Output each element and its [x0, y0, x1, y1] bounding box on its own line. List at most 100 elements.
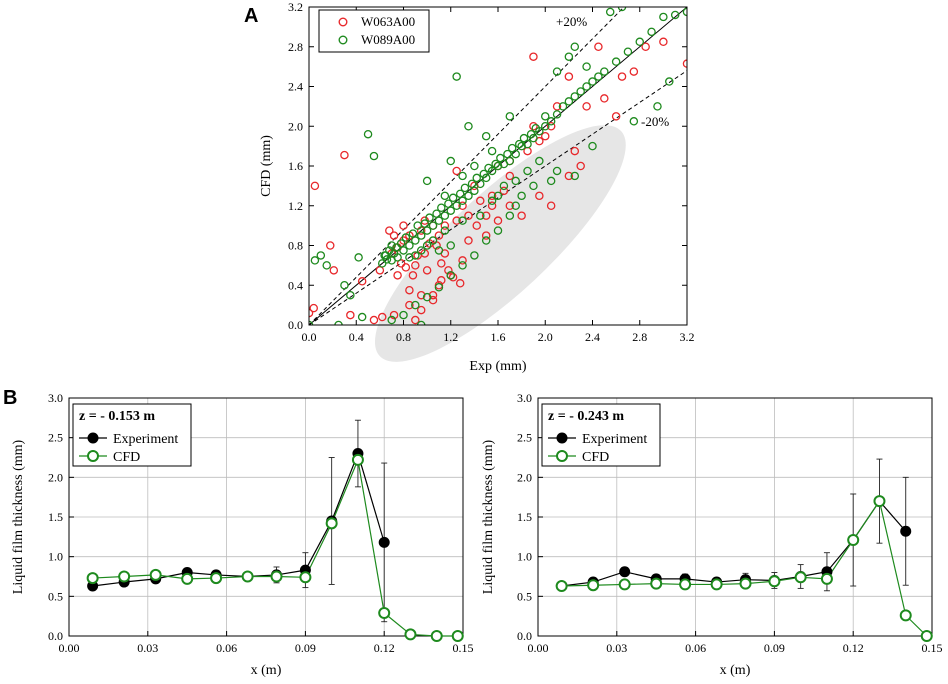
cfd-point: [118, 570, 131, 583]
scatter-point-w089a00-61: [570, 42, 580, 52]
y-tick-label-a: 2.0: [288, 119, 303, 133]
x-tick-label-a: 2.0: [538, 330, 553, 344]
y-tick-label-a: 1.2: [288, 199, 303, 213]
cfd-point: [325, 517, 338, 530]
scatter-point-w063a00-74: [389, 231, 399, 240]
cfd-point: [86, 572, 99, 585]
scatter-point-w089a00-107: [432, 209, 441, 218]
scatter-point-w089a00-48: [582, 82, 591, 91]
scatter-point-w089a00-81: [458, 261, 467, 270]
y-tick-label-a: 3.2: [288, 0, 303, 14]
cfd-point: [820, 572, 833, 585]
x-tick-label: 0.00: [528, 641, 549, 655]
x-tick-label: 0.06: [685, 641, 706, 655]
scatter-point-w089a00-79: [481, 236, 491, 245]
scatter-point-w089a00-52: [611, 57, 621, 66]
scatter-point-w063a00-41: [487, 191, 497, 201]
scatter-point-w063a00-59: [444, 266, 453, 275]
legend-marker-experiment: [556, 432, 568, 444]
scatter-point-w063a00-58: [437, 259, 446, 268]
scatter-point-w089a00-51: [600, 67, 609, 76]
scatter-point-w089a00-115: [479, 169, 489, 179]
scatter-point-w089a00-124: [531, 123, 541, 133]
shaded-deviation-region: [374, 125, 626, 362]
scatter-point-w063a00-61: [455, 279, 465, 288]
cfd-point: [555, 580, 568, 593]
scatter-point-w063a00-78: [375, 266, 385, 275]
reference-lines: [309, 7, 687, 325]
scatter-point-w089a00-37: [517, 141, 526, 151]
scatter-point-w089a00-101: [392, 243, 401, 252]
scatter-point-w089a00-99: [380, 251, 389, 260]
scatter-point-w063a00-29: [582, 102, 591, 111]
y-axis-title-a: CFD (mm): [259, 135, 274, 197]
scatter-point-w063a00-4: [357, 277, 367, 286]
legend-a: W063A00 W089A00: [318, 9, 430, 53]
cfd-point: [299, 571, 312, 584]
scatter-point-w089a00-130: [458, 171, 467, 181]
scatter-point-w089a00-132: [405, 253, 414, 262]
experiment-point: [378, 536, 390, 548]
cfd-point: [351, 453, 364, 466]
scatter-point-w089a00-17: [399, 246, 408, 255]
cfd-point: [430, 630, 443, 642]
scatter-point-w063a00-33: [641, 42, 650, 52]
x-tick-label: 0.06: [216, 641, 237, 655]
scatter-point-w089a00-57: [670, 10, 680, 20]
scatter-point-w063a00-73: [411, 261, 420, 270]
scatter-point-w089a00-41: [541, 122, 550, 131]
scatter-point-w063a00-75: [385, 226, 394, 235]
scatter-point-w089a00-91: [458, 216, 467, 225]
cfd-point: [241, 570, 254, 583]
scatter-point-w089a00-84: [422, 292, 432, 302]
scatter-point-w063a00-34: [659, 37, 668, 47]
scatter-point-w089a00-136: [428, 236, 438, 245]
scatter-point-w089a00-75: [665, 77, 674, 86]
scatter-point-w089a00-102: [401, 233, 411, 242]
cfd-point: [768, 575, 781, 588]
scatter-point-w089a00-128: [481, 131, 491, 141]
scatter-point-w063a00-8: [377, 312, 387, 322]
scatter-point-w089a00-59: [605, 7, 615, 17]
scatter-point-w063a00-72: [309, 308, 314, 318]
scatter-point-w063a00-1: [340, 150, 349, 160]
scatter-point-w089a00-72: [588, 141, 597, 151]
scatter-point-w063a00-44: [440, 221, 450, 230]
scatter-point-w089a00-53: [623, 47, 633, 56]
cfd-point: [587, 579, 600, 592]
scatter-point-w089a00-127: [505, 112, 515, 121]
line-chart-b-left: 0.00 0.03 0.06 0.09 0.12 0.15 0.0 0.5 1.0 1.5 2.0 2…: [11, 391, 474, 678]
scatter-point-w089a00-45: [564, 97, 574, 106]
y-tick-label-a: 0.0: [288, 318, 303, 332]
scatter-point-w089a00-60: [617, 7, 627, 12]
cfd-point: [873, 495, 886, 508]
y-axis-title: Liquid film thickness (mm): [481, 439, 496, 594]
y-tick-label: 2.5: [48, 431, 63, 445]
scatter-point-w063a00-22: [517, 211, 526, 220]
cfd-point: [899, 609, 912, 622]
scatter-point-w089a00-0: [310, 256, 320, 265]
cfd-point: [739, 577, 752, 590]
scatter-point-w089a00-121: [515, 139, 524, 149]
scatter-point-w063a00-65: [405, 285, 414, 295]
x-tick-label-a: 0.8: [396, 330, 411, 344]
annotation-plus-20: +20%: [556, 14, 587, 29]
scatter-point-w063a00-53: [408, 271, 418, 280]
scatter-point-w089a00-44: [558, 102, 568, 111]
scatter-point-w063a00-17: [464, 236, 473, 245]
reference-line-minus-20: [309, 70, 687, 325]
scatter-point-w089a00-50: [594, 72, 603, 81]
scatter-point-w089a00-118: [496, 153, 505, 163]
scatter-point-w089a00-71: [570, 171, 580, 181]
x-tick-label: 0.12: [374, 641, 395, 655]
scatter-point-w089a00-8: [357, 312, 367, 322]
scatter-point-w089a00-137: [434, 246, 444, 255]
scatter-point-w089a00-24: [440, 211, 450, 220]
scatter-point-w063a00-71: [452, 166, 461, 176]
scatter-point-w063a00-24: [546, 201, 556, 210]
scatter-point-w089a00-96: [523, 166, 532, 176]
scatter-point-w089a00-18: [405, 241, 414, 250]
experiment-point: [900, 525, 912, 537]
scatter-point-w089a00-29: [470, 186, 479, 196]
y-tick-label: 0.0: [517, 629, 532, 643]
